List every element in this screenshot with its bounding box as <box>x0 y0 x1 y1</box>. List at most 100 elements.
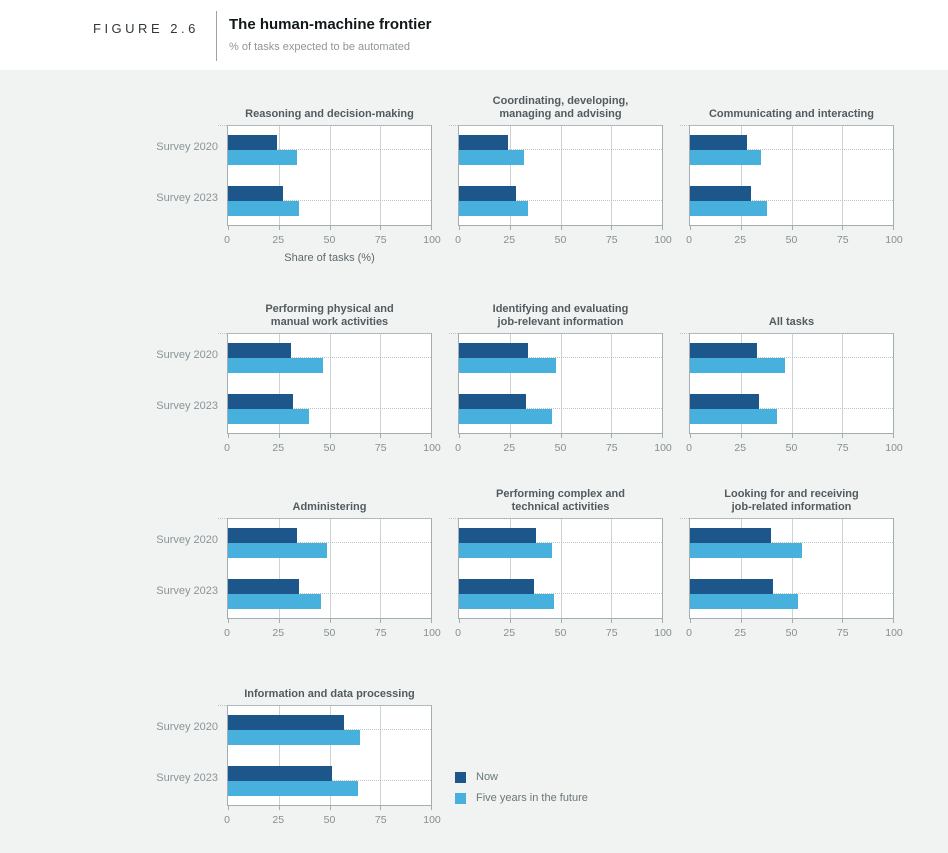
axis-tick-50: 50 <box>323 442 336 454</box>
axis-tick-mark-0 <box>690 226 691 230</box>
chart-panel-all-tasks: All tasks 0 25 50 75 100 <box>680 303 903 454</box>
axis-tick-labels: 0 25 50 75 100 <box>224 627 441 639</box>
axis-tick-mark-0 <box>459 619 460 623</box>
bar-now-survey-2020 <box>690 135 747 150</box>
chart-panel-communicating-and-interacting: Communicating and interacting 0 25 50 75 100 <box>680 95 903 246</box>
bar-now-survey-2020 <box>228 135 277 150</box>
axis-tick-100: 100 <box>654 234 672 246</box>
dotted-rule-top <box>449 518 662 519</box>
chart-panel-looking-for-and-receiving-job-related-information: Looking for and receiving job-related in… <box>680 488 903 639</box>
dotted-rule-top <box>218 333 431 334</box>
axis-tick-mark-100 <box>431 434 432 438</box>
row-label-survey-2023: Survey 2023 <box>156 772 218 784</box>
x-axis-label: Share of tasks (%) <box>284 252 375 264</box>
axis-tick-50: 50 <box>785 442 798 454</box>
chart-title-communicating-and-interacting: Communicating and interacting <box>708 108 874 120</box>
gridline-25 <box>740 126 742 225</box>
dotted-rule-survey-2023 <box>459 593 662 594</box>
dotted-rule-survey-2020 <box>690 542 893 543</box>
bar-five-years-in-the-future-survey-2020 <box>228 150 298 165</box>
axis-tick-mark-100 <box>431 806 432 810</box>
axis-tick-mark-25 <box>740 434 742 438</box>
dotted-rule-survey-2023 <box>690 408 893 409</box>
bar-now-survey-2023 <box>690 394 760 409</box>
axis-tick-mark-75 <box>611 226 613 230</box>
gridline-25 <box>278 126 280 225</box>
axis-tick-mark-25 <box>509 226 511 230</box>
category-label-gutter: Survey 2020 Survey 2023 <box>140 675 227 826</box>
axis-tick-mark-100 <box>662 226 663 230</box>
gridline-75 <box>380 126 382 225</box>
dotted-rule-survey-2020 <box>459 542 662 543</box>
bar-now-survey-2020 <box>690 528 772 543</box>
axis-tick-mark-75 <box>380 806 382 810</box>
bar-now-survey-2020 <box>459 528 537 543</box>
axis-tick-mark-0 <box>228 434 229 438</box>
dotted-rule-survey-2020 <box>690 357 893 358</box>
axis-tick-25: 25 <box>272 814 285 826</box>
axis-tick-75: 75 <box>836 627 849 639</box>
axis-tick-50: 50 <box>323 814 336 826</box>
row-label-survey-2023: Survey 2023 <box>156 585 218 597</box>
legend-swatch-future <box>455 792 466 804</box>
axis-tick-mark-50 <box>329 806 331 810</box>
gridline-75 <box>611 519 613 618</box>
axis-tick-mark-25 <box>740 226 742 230</box>
dotted-rule-top <box>449 125 662 126</box>
bar-now-survey-2023 <box>459 186 516 201</box>
axis-tick-100: 100 <box>885 627 903 639</box>
dotted-rule-top <box>218 705 431 706</box>
axis-tick-mark-50 <box>329 619 331 623</box>
dotted-rule-top <box>680 333 893 334</box>
bar-now-survey-2023 <box>228 579 300 594</box>
bar-five-years-in-the-future-survey-2023 <box>228 594 322 609</box>
bar-five-years-in-the-future-survey-2023 <box>690 594 798 609</box>
dotted-rule-survey-2020 <box>228 149 431 150</box>
bar-now-survey-2023 <box>690 579 774 594</box>
axis-tick-25: 25 <box>503 627 516 639</box>
chart-panel-performing-complex-and-technical-activities: Performing complex and technical activit… <box>449 488 672 639</box>
chart-panel-coordinating-developing-managing-and-advising: Coordinating, developing, managing and a… <box>449 95 672 246</box>
axis-tick-mark-25 <box>278 434 280 438</box>
bar-five-years-in-the-future-survey-2020 <box>690 543 802 558</box>
axis-tick-labels: 0 25 50 75 100 <box>686 627 903 639</box>
bar-now-survey-2020 <box>690 343 757 358</box>
gridline-75 <box>380 519 382 618</box>
bar-five-years-in-the-future-survey-2020 <box>228 730 360 745</box>
plot-area-all-tasks <box>680 333 894 438</box>
gridline-75 <box>842 519 844 618</box>
bar-five-years-in-the-future-survey-2023 <box>459 594 555 609</box>
chart-panel-identifying-and-evaluating-job-relevant-information: Identifying and evaluating job-relevant … <box>449 303 672 454</box>
gridline-25 <box>278 334 280 433</box>
axis-tick-25: 25 <box>272 234 285 246</box>
chart-panel-performing-physical-and-manual-work-activities: Survey 2020 Survey 2023 Performing physica… <box>140 303 441 454</box>
gridline-50 <box>791 519 793 618</box>
legend-label-now: Now <box>476 771 499 783</box>
charts-grid: Now Five years in the future Survey 2020… <box>0 70 948 853</box>
bar-five-years-in-the-future-survey-2023 <box>228 409 310 424</box>
axis-tick-0: 0 <box>686 442 692 454</box>
gridline-75 <box>380 334 382 433</box>
axis-tick-75: 75 <box>836 234 849 246</box>
dotted-rule-survey-2020 <box>690 149 893 150</box>
gridline-25 <box>278 519 280 618</box>
gridline-50 <box>560 126 562 225</box>
plot-area-administering <box>218 518 432 623</box>
legend-label-future: Five years in the future <box>476 792 588 804</box>
chart-title-performing-physical-and-manual-work-activities: Performing physical and manual work acti… <box>265 303 394 328</box>
axis-tick-labels: 0 25 50 75 100 <box>455 442 672 454</box>
axis-tick-100: 100 <box>885 442 903 454</box>
gridline-25 <box>509 126 511 225</box>
chart-panel-reasoning-and-decision-making: Survey 2020 Survey 2023 Reasoning and deci… <box>140 95 441 264</box>
axis-tick-mark-0 <box>690 619 691 623</box>
axis-tick-mark-0 <box>228 619 229 623</box>
bar-now-survey-2020 <box>459 343 529 358</box>
gridline-75 <box>842 126 844 225</box>
bar-now-survey-2020 <box>459 135 508 150</box>
legend-swatch-now <box>455 771 466 783</box>
row-label-survey-2020: Survey 2020 <box>156 534 218 546</box>
gridline-25 <box>509 519 511 618</box>
axis-tick-25: 25 <box>734 627 747 639</box>
bar-now-survey-2023 <box>459 394 526 409</box>
